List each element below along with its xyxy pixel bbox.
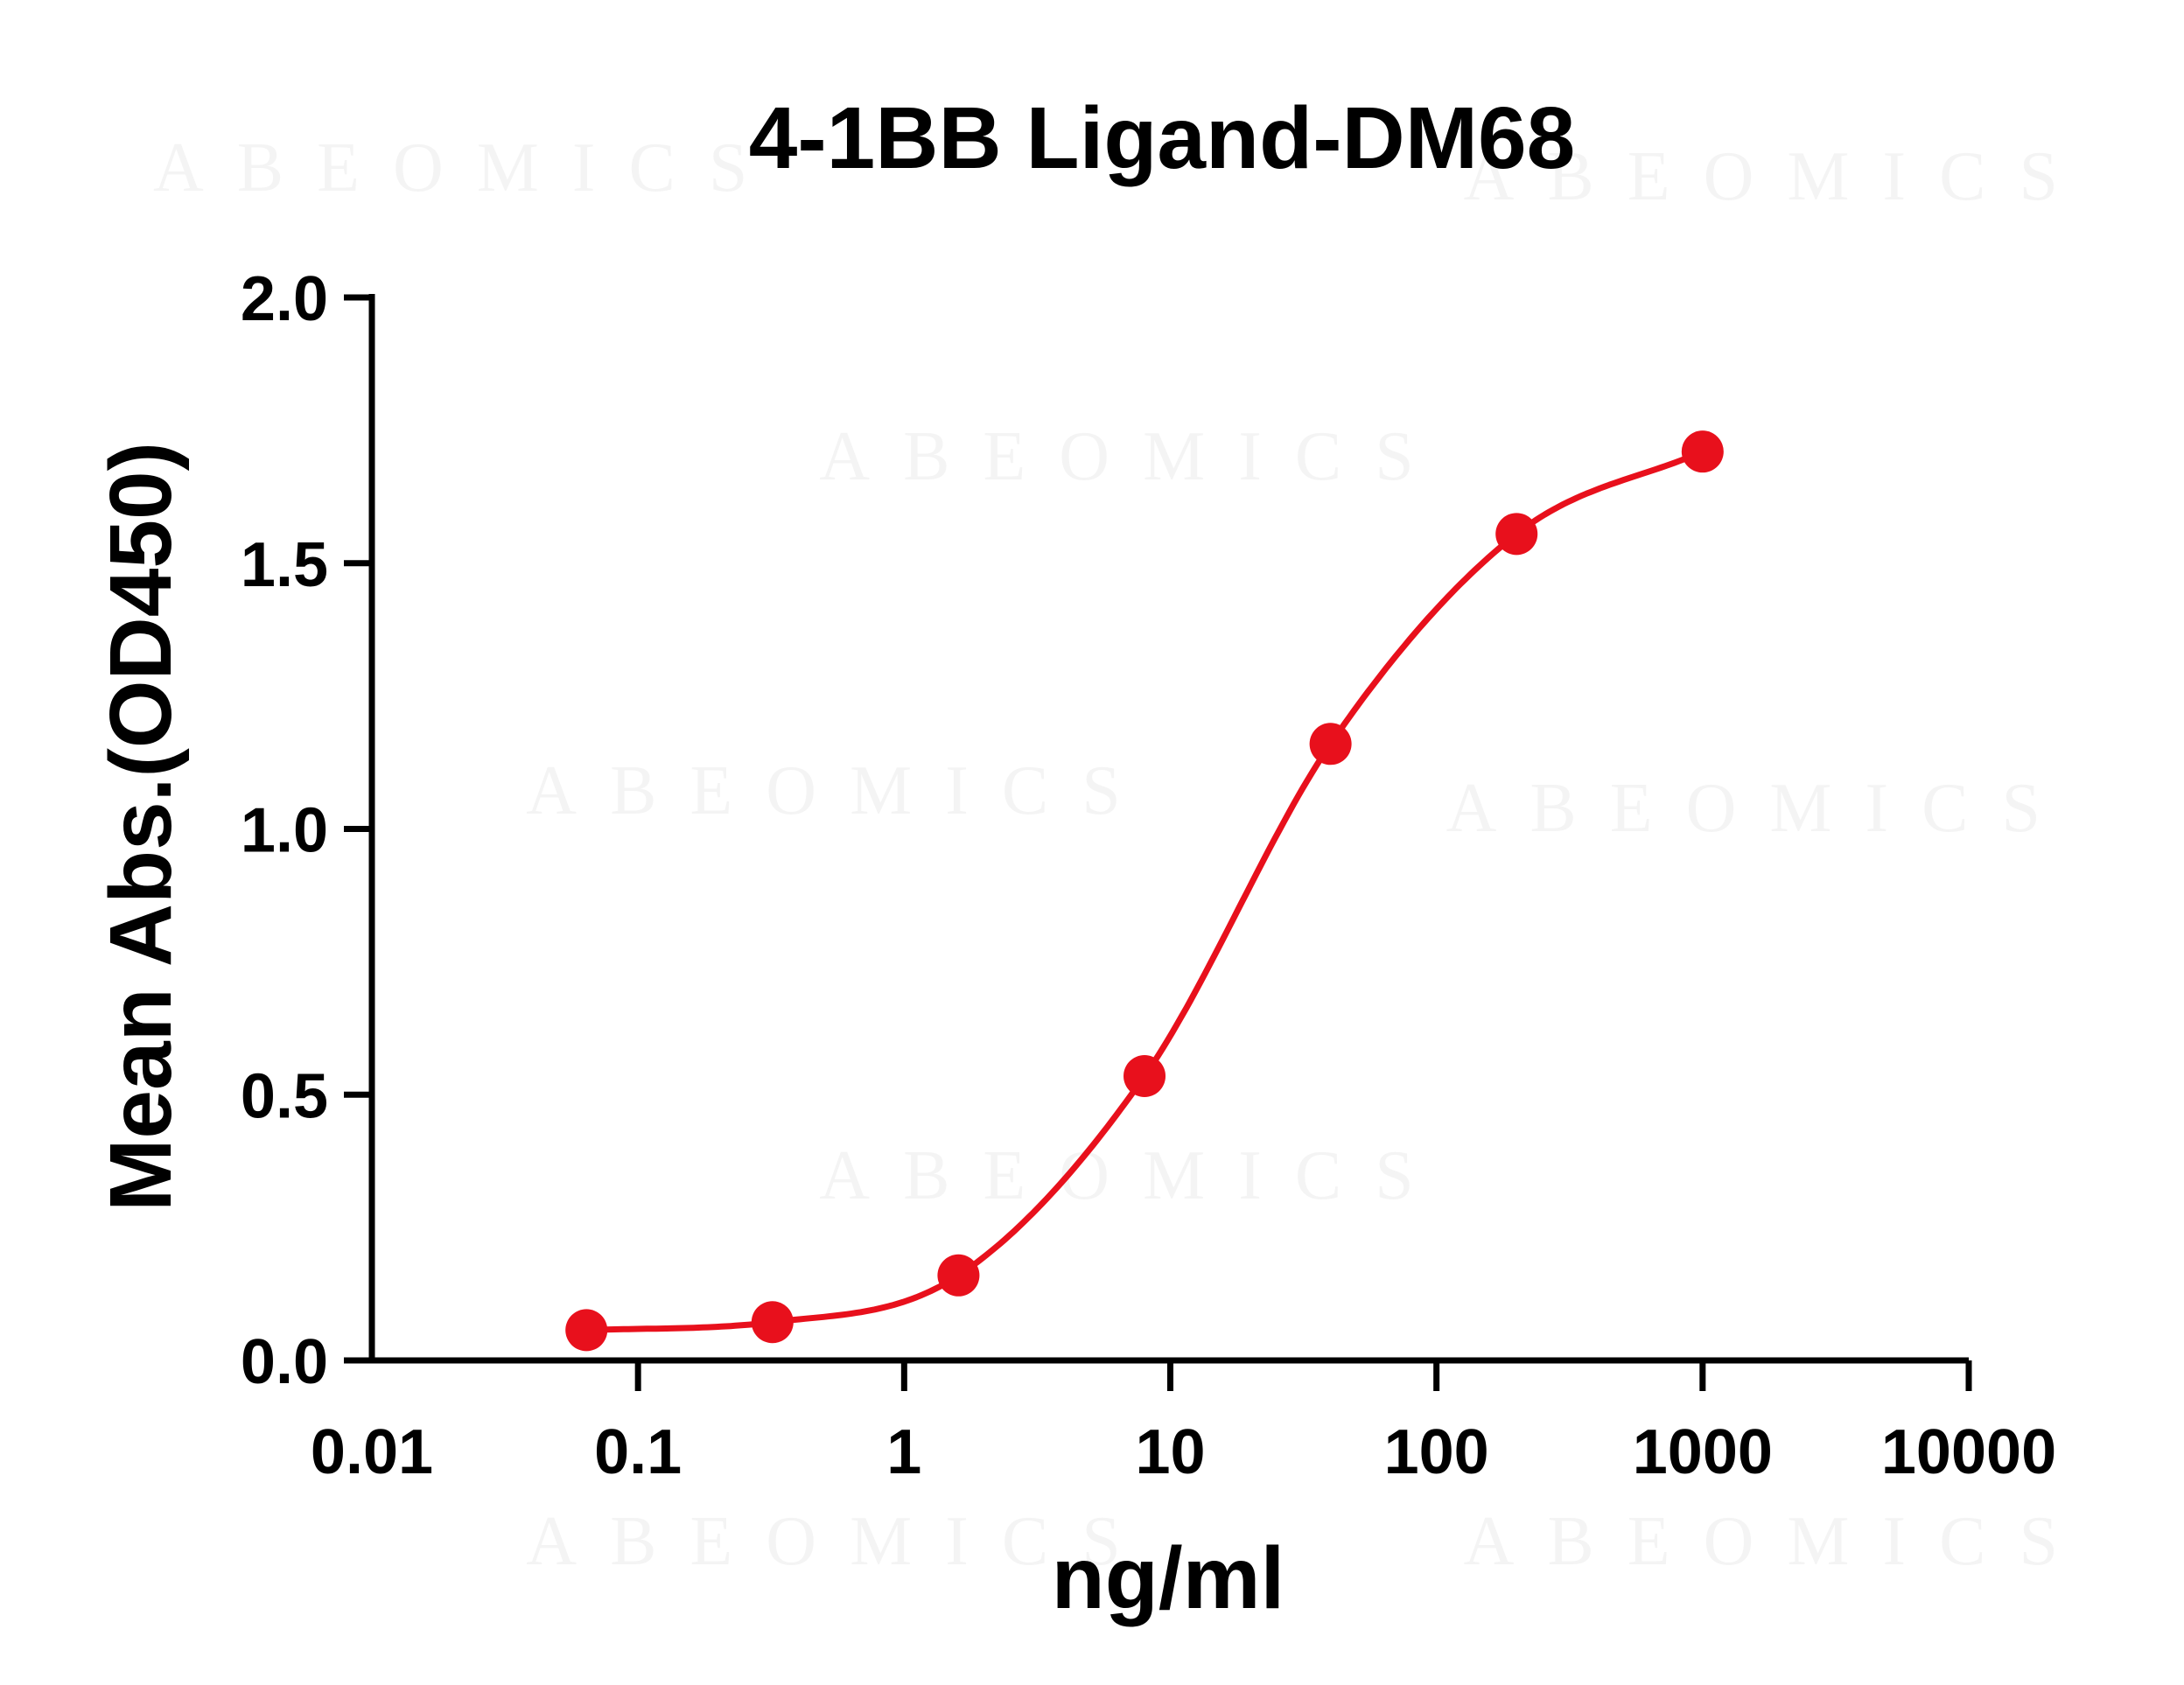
x-tick-label: 1	[886, 1417, 921, 1487]
watermark-text: ABEOMICS	[526, 1503, 1153, 1580]
y-tick-label: 2.0	[241, 264, 328, 334]
chart-title: 4-1BB Ligand-DM68	[749, 89, 1576, 187]
watermark-text: ABEOMICS	[819, 1137, 1446, 1214]
watermark-text: ABEOMICS	[1464, 138, 2091, 215]
plot-area	[565, 430, 1724, 1352]
watermark-text: ABEOMICS	[819, 418, 1446, 495]
data-point	[1681, 430, 1724, 473]
y-ticks: 0.0 0.5 1.0 1.5 2.0	[241, 264, 372, 1397]
y-tick-label: 0.5	[241, 1061, 328, 1131]
x-ticks: 0.01 0.1 1 10 100 1000 10000	[311, 1360, 2056, 1487]
y-axis-label: Mean Abs.(OD450)	[92, 442, 190, 1212]
data-point	[751, 1301, 794, 1344]
y-tick-label: 0.0	[241, 1327, 328, 1397]
x-tick-label: 0.01	[311, 1417, 433, 1487]
x-tick-label: 10000	[1881, 1417, 2056, 1487]
x-tick-label: 100	[1384, 1417, 1489, 1487]
data-points	[565, 430, 1724, 1352]
y-tick-label: 1.5	[241, 530, 328, 600]
data-point	[1309, 723, 1352, 766]
y-tick-label: 1.0	[241, 796, 328, 866]
axes: 0.0 0.5 1.0 1.5 2.0 0.01 0.1 1 10 100 1000 10000	[241, 264, 2056, 1487]
x-axis-label: ng/ml	[1052, 1529, 1285, 1627]
watermark-text: ABEOMICS	[1446, 770, 2074, 847]
watermark-text: ABEOMICS	[153, 129, 780, 206]
x-tick-label: 0.1	[594, 1417, 682, 1487]
watermark-layer: ABEOMICS ABEOMICS ABEOMICS ABEOMICS ABEOMICS…	[153, 129, 2091, 1580]
data-point	[937, 1254, 980, 1297]
x-tick-label: 1000	[1633, 1417, 1773, 1487]
data-point	[565, 1309, 608, 1352]
watermark-text: ABEOMICS	[526, 752, 1153, 829]
x-tick-label: 10	[1135, 1417, 1205, 1487]
data-point	[1495, 513, 1538, 556]
data-point	[1124, 1054, 1166, 1097]
watermark-text: ABEOMICS	[1464, 1503, 2091, 1580]
